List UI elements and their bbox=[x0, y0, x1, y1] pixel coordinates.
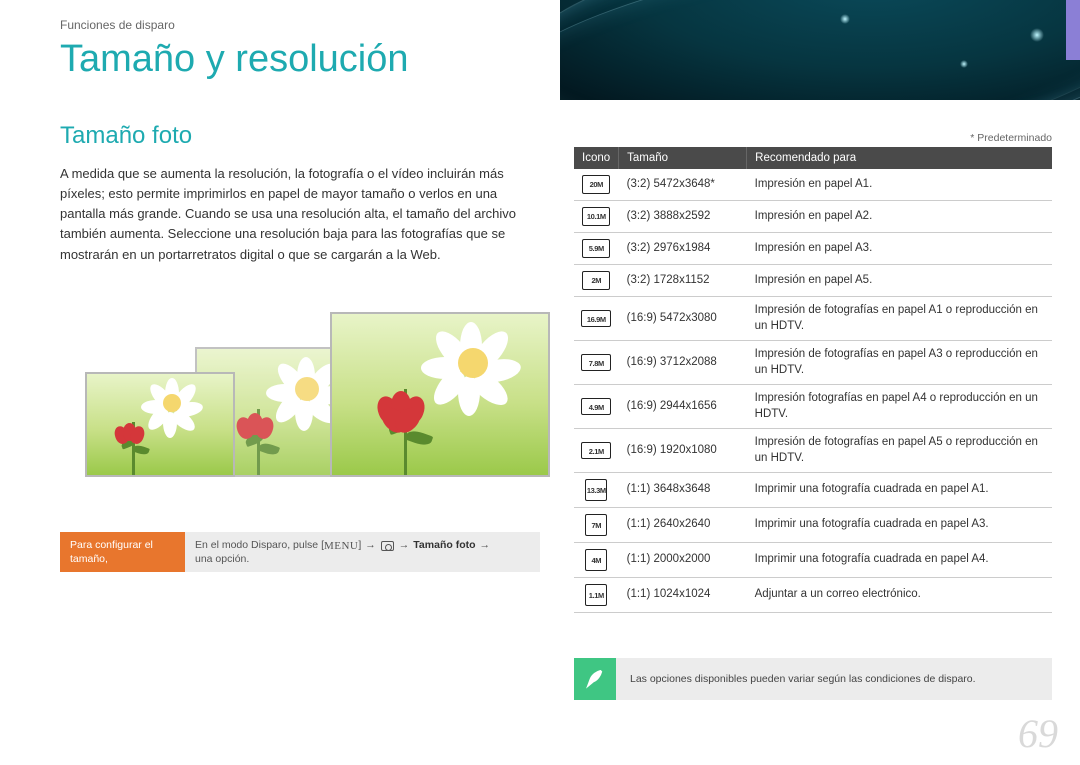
config-instruction: En el modo Disparo, pulse [MENU] → → Tam… bbox=[185, 532, 540, 572]
size-value: (16:9) 1920x1080 bbox=[619, 429, 747, 473]
section-tab bbox=[1066, 0, 1080, 60]
arrow-icon: → bbox=[399, 539, 410, 553]
page-title: Tamaño y resolución bbox=[60, 38, 409, 81]
resolution-icon: 4M bbox=[585, 549, 607, 571]
size-icon-cell: 7.8M bbox=[574, 341, 619, 385]
recommendation: Imprimir una fotografía cuadrada en pape… bbox=[747, 508, 1052, 543]
size-icon-cell: 1.1M bbox=[574, 578, 619, 613]
col-header-rec: Recomendado para bbox=[747, 147, 1052, 169]
config-text: ] bbox=[358, 539, 361, 553]
flower-leaf bbox=[258, 441, 280, 457]
resolution-icon: 5.9M bbox=[582, 239, 610, 258]
recommendation: Impresión en papel A3. bbox=[747, 233, 1052, 265]
table-row: 5.9M (3:2) 2976x1984Impresión en papel A3… bbox=[574, 233, 1052, 265]
size-icon-cell: 4.9M bbox=[574, 385, 619, 429]
arrow-icon: → bbox=[480, 539, 491, 553]
recommendation: Impresión en papel A1. bbox=[747, 169, 1052, 201]
table-header-row: Icono Tamaño Recomendado para bbox=[574, 147, 1052, 169]
decorative-banner bbox=[560, 0, 1080, 100]
size-value: (3:2) 5472x3648* bbox=[619, 169, 747, 201]
size-icon-cell: 2.1M bbox=[574, 429, 619, 473]
resolution-icon: 10.1M bbox=[582, 207, 610, 226]
resolution-icon: 4.9M bbox=[581, 398, 611, 415]
recommendation: Impresión en papel A2. bbox=[747, 201, 1052, 233]
menu-button-label: MENU bbox=[324, 539, 358, 553]
pen-note-icon bbox=[574, 658, 616, 700]
table-row: 1.1M (1:1) 1024x1024Adjuntar a un correo … bbox=[574, 578, 1052, 613]
size-icon-cell: 10.1M bbox=[574, 201, 619, 233]
page-number: 69 bbox=[1018, 710, 1058, 757]
default-footnote: * Predeterminado bbox=[970, 132, 1052, 144]
sparkle-icon bbox=[840, 14, 850, 24]
body-paragraph: A medida que se aumenta la resolución, l… bbox=[60, 164, 540, 265]
col-header-size: Tamaño bbox=[619, 147, 747, 169]
size-icon-cell: 2M bbox=[574, 265, 619, 297]
size-value: (16:9) 2944x1656 bbox=[619, 385, 747, 429]
resolution-icon: 7.8M bbox=[581, 354, 611, 371]
resolution-icon: 1.1M bbox=[585, 584, 607, 606]
table-row: 7M (1:1) 2640x2640Imprimir una fotografía… bbox=[574, 508, 1052, 543]
resolution-icon: 13.3M bbox=[585, 479, 607, 501]
size-value: (3:2) 3888x2592 bbox=[619, 201, 747, 233]
size-icon-cell: 4M bbox=[574, 543, 619, 578]
config-instruction-box: Para configurar el tamaño, En el modo Di… bbox=[60, 532, 540, 572]
table-row: 4.9M (16:9) 2944x1656Impresión fotografía… bbox=[574, 385, 1052, 429]
manual-page: Funciones de disparo Tamaño y resolución… bbox=[0, 0, 1080, 765]
size-value: (1:1) 1024x1024 bbox=[619, 578, 747, 613]
arrow-icon: → bbox=[365, 539, 376, 553]
size-icon-cell: 7M bbox=[574, 508, 619, 543]
recommendation: Imprimir una fotografía cuadrada en pape… bbox=[747, 473, 1052, 508]
banner-curve bbox=[560, 0, 1080, 100]
config-text: En el modo Disparo, pulse [ bbox=[195, 539, 324, 553]
breadcrumb: Funciones de disparo bbox=[60, 18, 175, 32]
table-row: 16.9M (16:9) 5472x3080Impresión de fotogr… bbox=[574, 297, 1052, 341]
table-row: 20M (3:2) 5472x3648*Impresión en papel A1… bbox=[574, 169, 1052, 201]
recommendation: Impresión de fotografías en papel A1 o r… bbox=[747, 297, 1052, 341]
size-value: (1:1) 2640x2640 bbox=[619, 508, 747, 543]
size-value: (1:1) 2000x2000 bbox=[619, 543, 747, 578]
sparkle-icon bbox=[1030, 28, 1044, 42]
size-value: (3:2) 1728x1152 bbox=[619, 265, 747, 297]
size-value: (16:9) 3712x2088 bbox=[619, 341, 747, 385]
size-icon-cell: 16.9M bbox=[574, 297, 619, 341]
recommendation: Impresión fotografías en papel A4 o repr… bbox=[747, 385, 1052, 429]
illustration-frame-large bbox=[330, 312, 550, 477]
table-row: 2.1M (16:9) 1920x1080Impresión de fotogra… bbox=[574, 429, 1052, 473]
size-value: (1:1) 3648x3648 bbox=[619, 473, 747, 508]
note-callout: Las opciones disponibles pueden variar s… bbox=[574, 658, 1052, 700]
photo-size-table: Icono Tamaño Recomendado para 20M (3:2) 5… bbox=[574, 147, 1052, 613]
table-row: 13.3M (1:1) 3648x3648Imprimir una fotogra… bbox=[574, 473, 1052, 508]
table-row: 10.1M (3:2) 3888x2592Impresión en papel A… bbox=[574, 201, 1052, 233]
config-bold: Tamaño foto bbox=[413, 539, 475, 553]
resolution-icon: 2.1M bbox=[581, 442, 611, 459]
sparkle-icon bbox=[960, 60, 968, 68]
resolution-icon: 16.9M bbox=[581, 310, 611, 327]
table-row: 4M (1:1) 2000x2000Imprimir una fotografía… bbox=[574, 543, 1052, 578]
size-value: (16:9) 5472x3080 bbox=[619, 297, 747, 341]
recommendation: Impresión en papel A5. bbox=[747, 265, 1052, 297]
recommendation: Impresión de fotografías en papel A3 o r… bbox=[747, 341, 1052, 385]
config-text: una opción. bbox=[195, 553, 249, 567]
note-text: Las opciones disponibles pueden variar s… bbox=[616, 673, 1052, 685]
recommendation: Impresión de fotografías en papel A5 o r… bbox=[747, 429, 1052, 473]
recommendation: Imprimir una fotografía cuadrada en pape… bbox=[747, 543, 1052, 578]
table-row: 2M (3:2) 1728x1152Impresión en papel A5. bbox=[574, 265, 1052, 297]
size-value: (3:2) 2976x1984 bbox=[619, 233, 747, 265]
size-icon-cell: 20M bbox=[574, 169, 619, 201]
recommendation: Adjuntar a un correo electrónico. bbox=[747, 578, 1052, 613]
table-row: 7.8M (16:9) 3712x2088Impresión de fotogra… bbox=[574, 341, 1052, 385]
col-header-icon: Icono bbox=[574, 147, 619, 169]
size-icon-cell: 13.3M bbox=[574, 473, 619, 508]
resolution-illustration bbox=[85, 302, 515, 507]
config-label: Para configurar el tamaño, bbox=[60, 532, 185, 572]
resolution-icon: 7M bbox=[585, 514, 607, 536]
resolution-icon: 20M bbox=[582, 175, 610, 194]
size-icon-cell: 5.9M bbox=[574, 233, 619, 265]
section-heading: Tamaño foto bbox=[60, 122, 192, 150]
illustration-frame-small bbox=[85, 372, 235, 477]
camera-icon bbox=[381, 541, 394, 551]
resolution-icon: 2M bbox=[582, 271, 610, 290]
